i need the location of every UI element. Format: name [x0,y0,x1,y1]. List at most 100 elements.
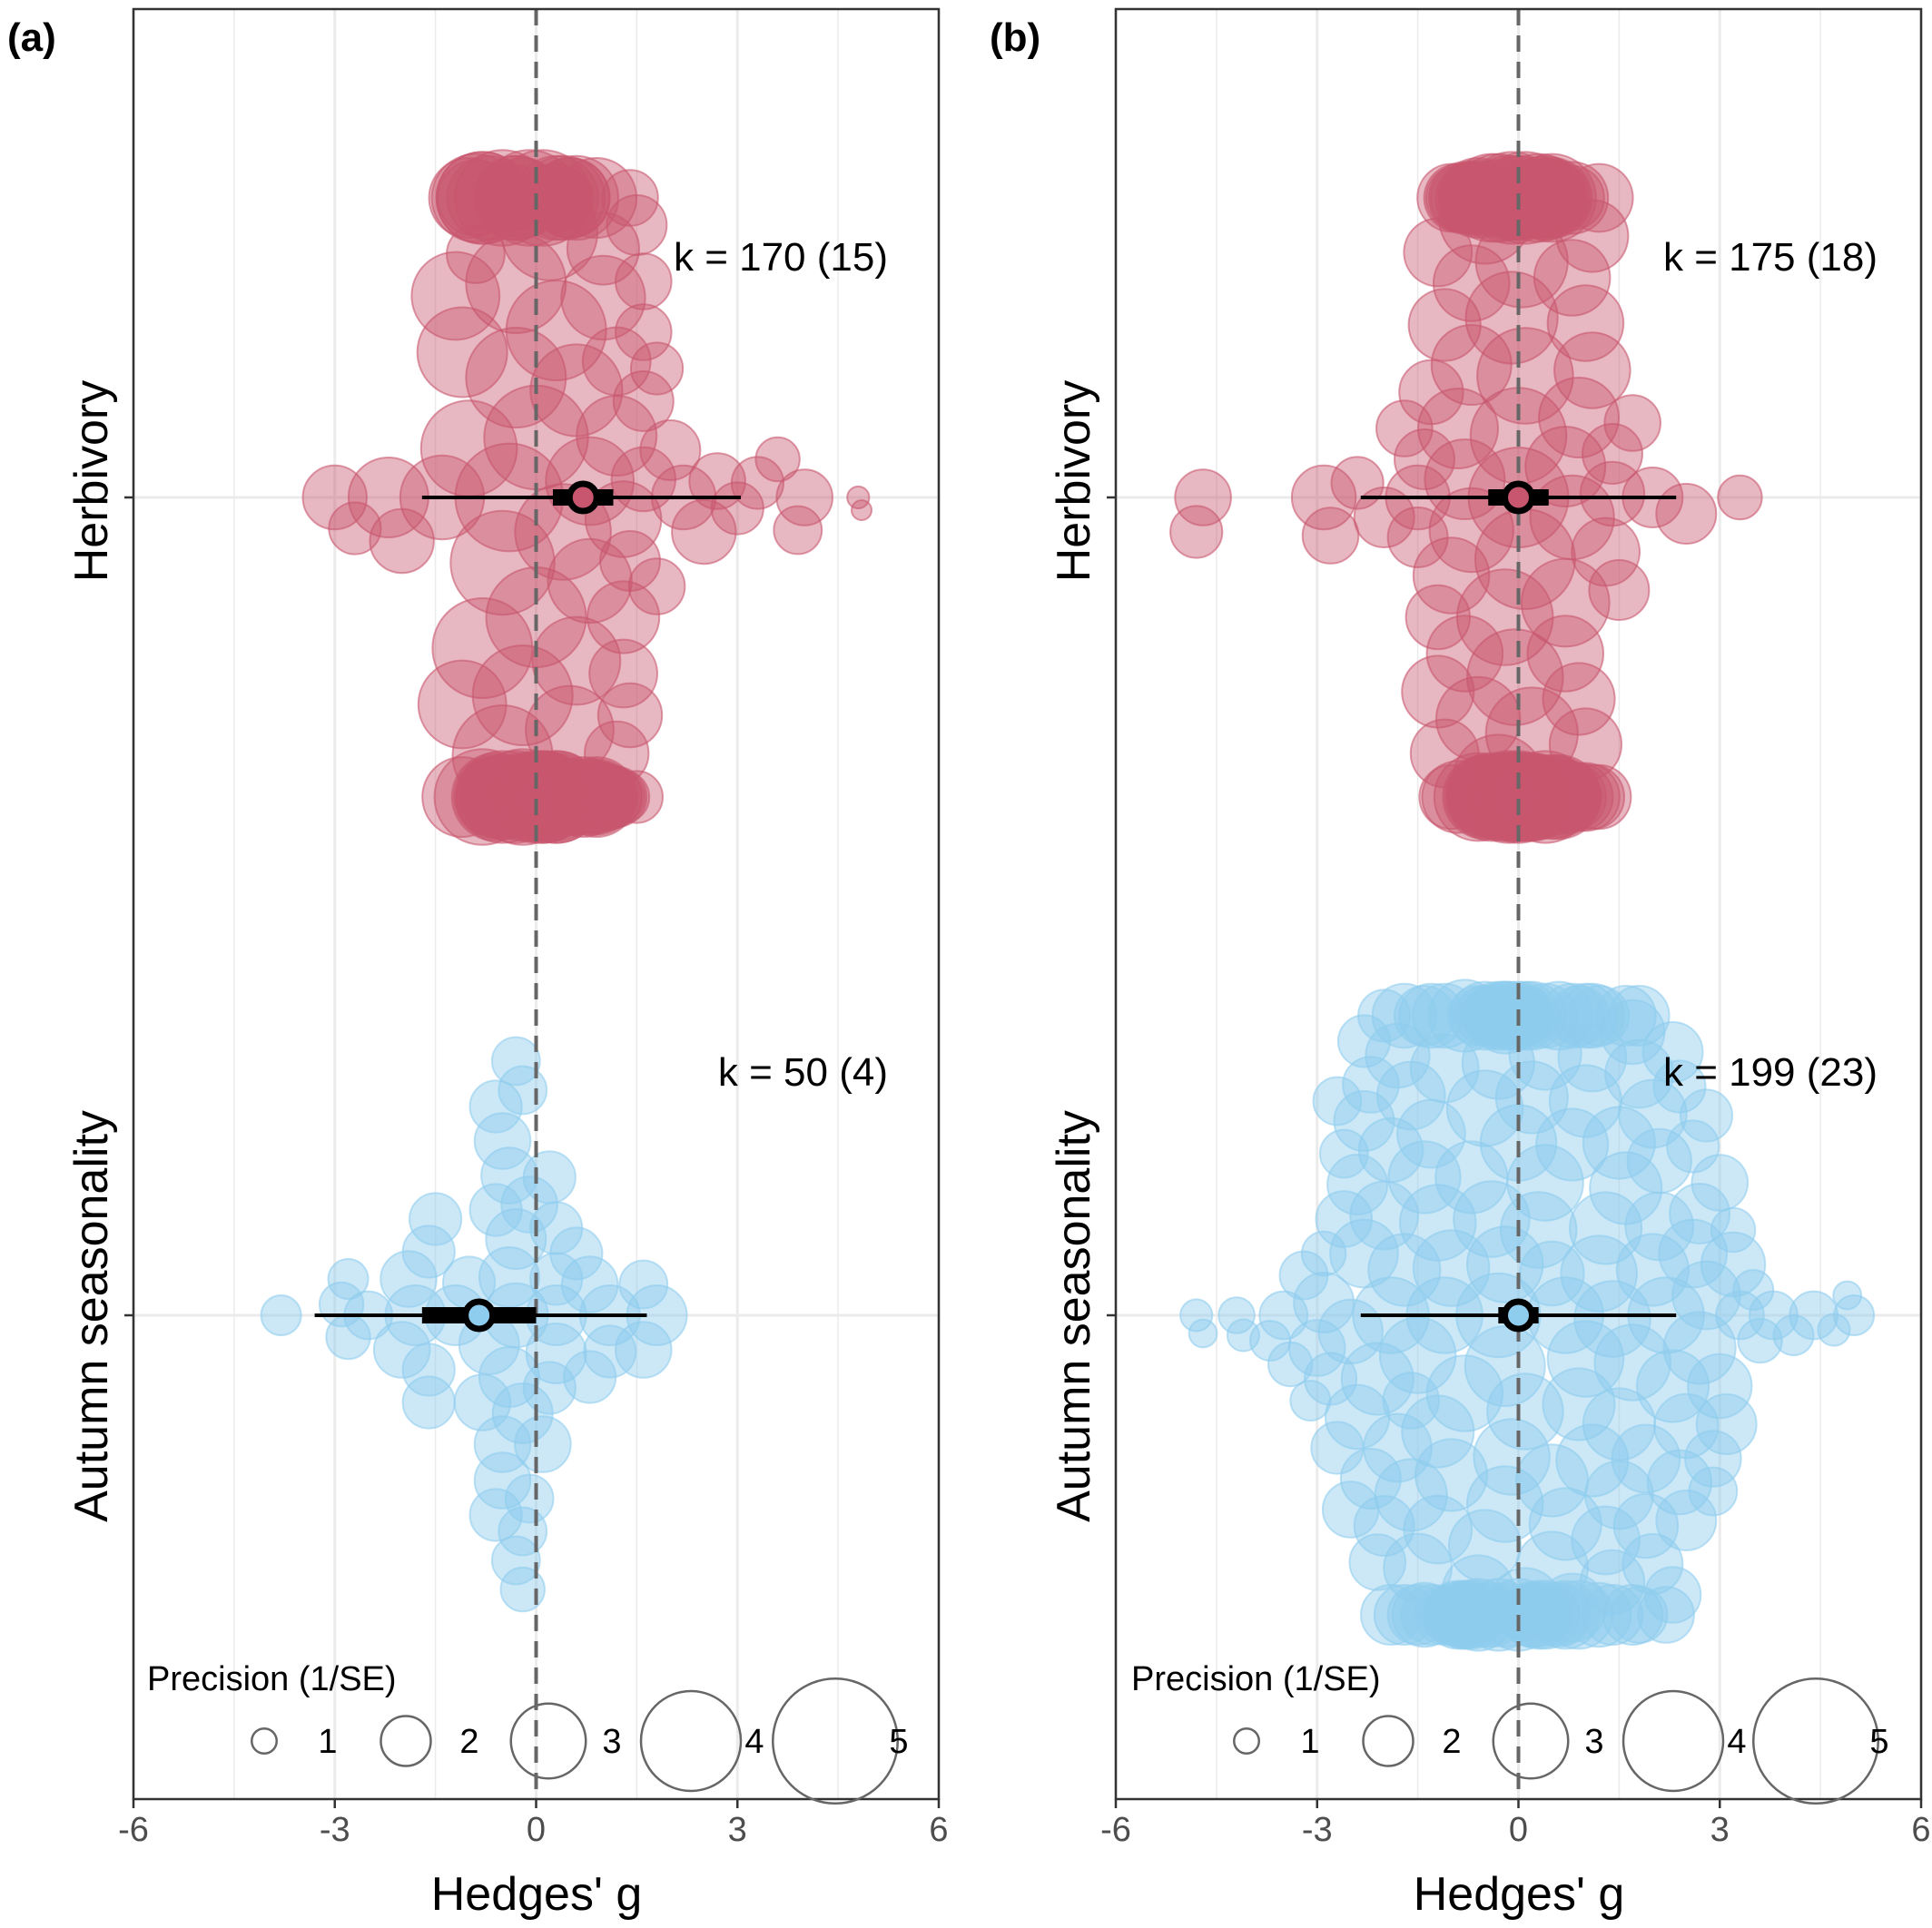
herbivory-effect-size-point [846,485,871,510]
autumn-effect-size-point [1300,1230,1347,1277]
herbivory-effect-size-point [421,756,504,838]
panel-a-y-ticks [124,496,133,1317]
herbivory-effect-size-point [1478,151,1572,245]
autumn-effect-size-point [490,1036,541,1087]
autumn-effect-size-point [1695,1393,1758,1455]
herbivory-effect-size-point [465,327,567,428]
autumn-effect-size-point [1579,1549,1646,1616]
autumn-effect-size-point [560,1255,619,1313]
autumn-effect-size-point [1445,1069,1524,1147]
autumn-effect-size-point [1333,1090,1395,1152]
herbivory-effect-size-point [627,557,686,615]
herbivory-effect-size-point [1566,763,1632,831]
autumn-effect-size-point [1353,1495,1415,1557]
herbivory-effect-size-point [1301,507,1360,565]
panel-b-points [1169,151,1876,1652]
herbivory-effect-size-point [1375,399,1434,457]
herbivory-effect-size-point [1412,536,1491,615]
autumn-effect-size-point [1539,982,1605,1049]
autumn-effect-size-point [525,1323,587,1384]
panel-a-autumn-k-label: k = 50 (4) [718,1050,888,1095]
autumn-effect-size-point [1465,982,1532,1049]
herbivory-effect-size-point [1535,161,1610,235]
autumn-effect-size-point [1339,1448,1402,1510]
autumn-effect-size-point [499,1566,546,1613]
autumn-effect-size-point [1340,1342,1414,1416]
legend-size-circle-1 [1233,1727,1260,1755]
herbivory-effect-size-point [566,211,641,286]
autumn-effect-size-point [468,1488,523,1542]
herbivory-effect-size-point [1418,763,1484,831]
panel-b-x-ticks: -6 -3 0 3 6 [1100,1799,1931,1849]
x-tick-label: -6 [1100,1811,1131,1849]
herbivory-effect-size-point [369,507,435,575]
autumn-effect-size-point [504,1473,555,1524]
herbivory-effect-size-point [588,638,658,709]
legend-size-label-2: 2 [1442,1723,1461,1761]
autumn-effect-size-point [468,1183,523,1237]
autumn-effect-size-point [1604,1038,1674,1109]
autumn-effect-size-point [1411,982,1478,1049]
autumn-effect-size-point [401,1225,456,1279]
herbivory-effect-size-point [1416,388,1499,469]
panel-b-y-ticks [1107,496,1116,1317]
panel-b-autumn-k-label: k = 199 (23) [1663,1050,1878,1095]
autumn-effect-size-point [1179,1298,1214,1333]
autumn-effect-size-point [1217,1296,1256,1334]
herbivory-effect-size-point [609,770,664,824]
panel-a-legend-items: 1 2 3 4 5 [251,1677,909,1805]
autumn-effect-size-point [1679,1088,1734,1143]
autumn-effect-size-point [1602,1584,1664,1646]
autumn-effect-size-point [1833,1294,1876,1336]
autumn-effect-size-point [1622,1533,1684,1595]
herbivory-effect-size-point [1466,628,1564,726]
autumn-effect-size-point [1519,1240,1585,1307]
legend-size-label-1: 1 [318,1723,337,1761]
herbivory-effect-size-point [1717,474,1763,521]
autumn-effect-size-point [1312,1076,1363,1126]
herbivory-effect-size-point [1429,162,1500,233]
autumn-effect-size-point [522,1361,577,1415]
herbivory-effect-size-point [560,254,646,341]
autumn-effect-size-point [618,1259,669,1310]
autumn-effect-size-point [1318,1128,1369,1179]
herbivory-effect-size-point [417,659,508,750]
autumn-effect-size-point [1832,1280,1863,1311]
panel-a-herbivory-k-label: k = 170 (15) [674,235,888,280]
panel-b: -6 -3 0 3 6 (b) k = 175 (18) k = 199 (23) He… [990,7,1931,1921]
autumn-effect-size-point [1326,1154,1389,1215]
herbivory-effect-size-point [1401,654,1475,729]
herbivory-effect-size-point [1510,162,1581,233]
autumn-effect-size-point [1464,1325,1546,1407]
herbivory-effect-size-point [614,252,673,310]
autumn-effect-size-point [1378,1316,1457,1394]
legend-size-circle-1 [251,1727,278,1755]
autumn-effect-size-point [1512,982,1579,1049]
autumn-effect-size-point [1610,1586,1669,1644]
panel-a-y-label-autumn: Autumn seasonality [65,1110,118,1522]
autumn-effect-size-point [1615,1233,1690,1307]
autumn-effect-size-point [1414,1584,1476,1646]
autumn-effect-size-point [1382,1372,1441,1430]
autumn-effect-size-point [468,1079,523,1134]
herbivory-effect-size-point [410,251,501,341]
panel-a-points [260,149,872,1613]
legend-size-label-5: 5 [1869,1723,1888,1761]
panel-b-tag: (b) [990,15,1040,60]
x-tick-label: 0 [527,1811,546,1849]
herbivory-effect-size-point [612,370,675,432]
herbivory-effect-size-point [471,644,574,746]
autumn-effect-size-point [1552,982,1619,1049]
panel-a: -6 -3 0 3 6 (a) k = 170 (15) k = 50 (4) Herb… [7,7,949,1921]
autumn-effect-size-point [1425,1354,1504,1432]
autumn-effect-size-point [1357,989,1412,1043]
herbivory-effect-size-point [1405,584,1472,651]
autumn-effect-size-point [1772,1314,1815,1356]
herbivory-effect-size-point [1439,159,1517,237]
legend-size-circle-2 [1362,1715,1414,1767]
herbivory-effect-size-point [587,768,646,826]
autumn-effect-size-point [1365,1022,1431,1089]
herbivory-effect-size-point [531,615,622,706]
panel-b-y-label-autumn: Autumn seasonality [1048,1110,1100,1522]
